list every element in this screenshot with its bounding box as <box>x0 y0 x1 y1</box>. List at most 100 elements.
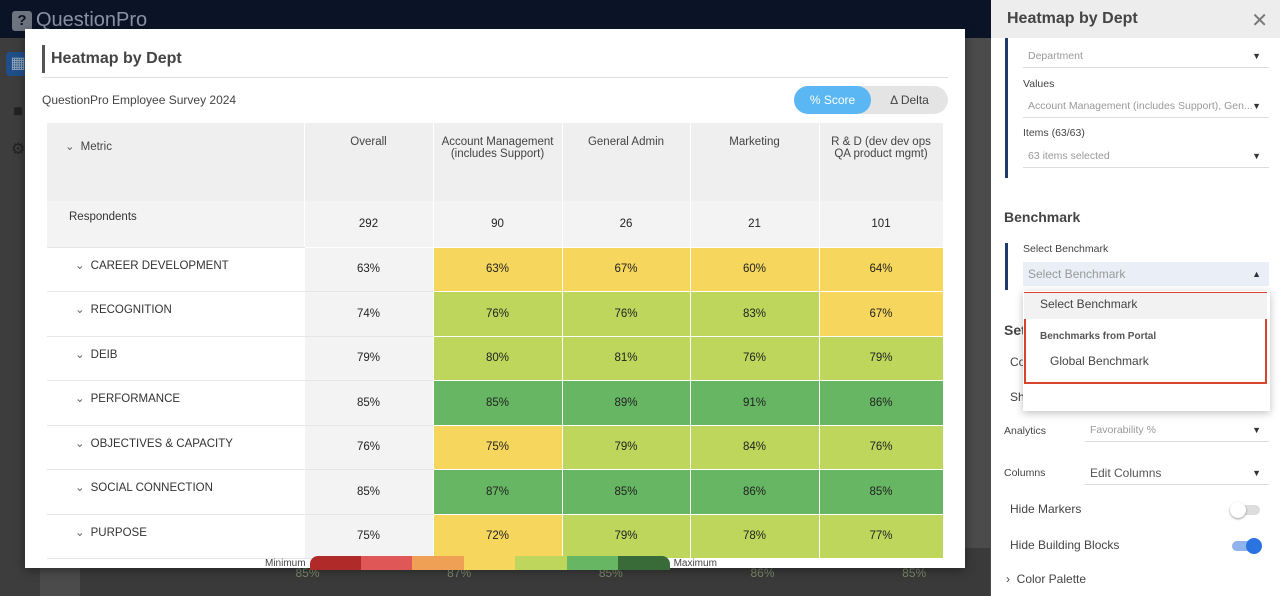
color-palette-label: Color Palette <box>1016 572 1087 586</box>
legend-swatch <box>412 556 464 570</box>
settings-row-co: Co <box>1010 355 1026 369</box>
caret-down-icon: ▼ <box>1252 101 1261 111</box>
metric-row: ⌄ PURPOSE 75% 72% 79% 78% 77% <box>47 514 944 559</box>
legend-swatch <box>360 556 413 570</box>
heatmap-table: ⌄ Metric Overall Account Management (includ… <box>47 123 944 559</box>
overall-cell: 74% <box>304 291 434 337</box>
column-header-label: R & D (dev dev ops QA product mgmt) <box>831 136 931 160</box>
respondents-count: 101 <box>819 201 944 248</box>
modal-title: Heatmap by Dept <box>42 45 182 73</box>
caret-down-icon: ▼ <box>1252 468 1261 478</box>
heatmap-cell: 89% <box>562 380 691 426</box>
column-header: Overall <box>304 123 434 201</box>
heatmap-cell: 76% <box>433 291 563 337</box>
metric-label[interactable]: ⌄ DEIB <box>47 336 305 381</box>
section-accent <box>1005 38 1008 178</box>
hide-blocks-toggle[interactable] <box>1232 538 1262 554</box>
chevron-right-icon: › <box>1006 572 1010 586</box>
values-select[interactable]: Account Management (includes Support), G… <box>1023 94 1269 118</box>
benchmark-dropdown: Select Benchmark Benchmarks from Portal … <box>1023 291 1270 411</box>
metric-name: CAREER DEVELOPMENT <box>90 259 229 272</box>
heatmap-cell: 76% <box>690 336 820 381</box>
heatmap-cell: 86% <box>690 469 820 515</box>
column-header: R & D (dev dev ops QA product mgmt) <box>819 123 944 201</box>
legend-swatch <box>566 556 619 570</box>
heatmap-cell: 79% <box>562 425 691 470</box>
items-value: 63 items selected <box>1028 150 1110 162</box>
delta-toggle-button[interactable]: Δ Delta <box>890 93 929 107</box>
respondents-count: 292 <box>304 201 434 248</box>
metric-label[interactable]: ⌄ OBJECTIVES & CAPACITY <box>47 425 305 470</box>
column-header: Marketing <box>690 123 820 201</box>
hide-markers-toggle[interactable] <box>1230 502 1260 518</box>
chevron-down-icon[interactable]: ⌄ <box>75 348 85 361</box>
heatmap-cell: 76% <box>562 291 691 337</box>
metric-label[interactable]: ⌄ PURPOSE <box>47 514 305 559</box>
divider <box>42 77 948 78</box>
analytics-select[interactable]: Favorability % ▼ <box>1085 418 1269 442</box>
column-header: General Admin <box>562 123 691 201</box>
heatmap-cell: 83% <box>690 291 820 337</box>
option-select-benchmark[interactable]: Select Benchmark <box>1024 293 1267 319</box>
score-delta-toggle[interactable]: % Score Δ Delta <box>794 86 948 114</box>
metric-row: ⌄ DEIB 79% 80% 81% 76% 79% <box>47 336 944 381</box>
benchmark-select[interactable]: Select Benchmark ▲ <box>1023 262 1269 286</box>
column-header-label: Overall <box>350 136 387 148</box>
respondents-count: 90 <box>433 201 563 248</box>
metric-header[interactable]: ⌄ Metric <box>47 123 305 201</box>
heatmap-cell: 77% <box>819 514 944 559</box>
metric-label[interactable]: ⌄ RECOGNITION <box>47 291 305 337</box>
heatmap-cell: 85% <box>819 469 944 515</box>
legend-min: Minimum <box>265 557 306 569</box>
legend-swatch <box>618 556 670 570</box>
chevron-down-icon[interactable]: ⌄ <box>75 482 85 494</box>
bg-cell: 86% <box>750 566 775 580</box>
legend-swatch <box>515 556 567 570</box>
metric-label[interactable]: ⌄ CAREER DEVELOPMENT <box>47 247 305 292</box>
heatmap-cell: 67% <box>562 247 691 292</box>
hide-markers-label: Hide Markers <box>1010 502 1082 516</box>
folder-icon[interactable]: ■ <box>13 103 23 120</box>
logo: ? QuestionPro <box>12 9 147 32</box>
respondents-row: Respondents 292 90 26 21 101 <box>47 201 944 248</box>
chevron-down-icon[interactable]: ⌄ <box>75 526 85 539</box>
score-toggle-button[interactable]: % Score <box>794 86 871 114</box>
values-value: Account Management (includes Support), G… <box>1028 100 1253 112</box>
metric-row: ⌄ OBJECTIVES & CAPACITY 76% 75% 79% 84% 76% <box>47 425 944 470</box>
caret-down-icon: ▼ <box>1252 425 1261 435</box>
heatmap-cell: 84% <box>690 425 820 470</box>
chevron-down-icon[interactable]: ⌄ <box>75 259 85 272</box>
chevron-down-icon[interactable]: ⌄ <box>65 141 75 153</box>
metric-name: PERFORMANCE <box>90 393 181 405</box>
respondents-count: 26 <box>562 201 691 248</box>
chevron-down-icon[interactable]: ⌄ <box>75 304 85 316</box>
columns-select[interactable]: Edit Columns ▼ <box>1085 461 1269 485</box>
overall-cell: 79% <box>304 336 434 381</box>
chevron-down-icon[interactable]: ⌄ <box>75 437 85 450</box>
items-select[interactable]: 63 items selected ▼ <box>1023 144 1269 168</box>
logo-icon: ? <box>12 10 32 31</box>
metric-label[interactable]: ⌄ SOCIAL CONNECTION <box>47 469 305 515</box>
metric-name: OBJECTIVES & CAPACITY <box>90 437 233 450</box>
caret-up-icon: ▲ <box>1252 269 1261 279</box>
caret-down-icon: ▼ <box>1252 51 1261 61</box>
option-group-label: Benchmarks from Portal <box>1040 331 1157 342</box>
overall-cell: 85% <box>304 380 434 426</box>
columns-label: Columns <box>1004 467 1046 479</box>
heatmap-cell: 86% <box>819 380 944 426</box>
heatmap-cell: 67% <box>819 291 944 337</box>
settings-panel: Heatmap by Dept ✕ Department ▼ Values Acc… <box>991 0 1280 596</box>
gear-icon[interactable]: ⚙ <box>10 141 26 158</box>
department-select[interactable]: Department ▼ <box>1023 44 1269 68</box>
chevron-down-icon[interactable]: ⌄ <box>75 393 85 405</box>
option-global-benchmark[interactable]: Global Benchmark <box>1050 354 1149 368</box>
metric-label[interactable]: ⌄ PERFORMANCE <box>47 380 305 426</box>
columns-value: Edit Columns <box>1090 466 1162 480</box>
heatmap-cell: 64% <box>819 247 944 292</box>
survey-name: QuestionPro Employee Survey 2024 <box>42 93 237 107</box>
color-palette-expander[interactable]: › Color Palette <box>1006 572 1086 586</box>
hide-blocks-label: Hide Building Blocks <box>1010 538 1120 552</box>
legend-max: Maximum <box>673 557 717 569</box>
heatmap-cell: 75% <box>433 425 563 470</box>
close-icon[interactable]: ✕ <box>1251 10 1268 32</box>
